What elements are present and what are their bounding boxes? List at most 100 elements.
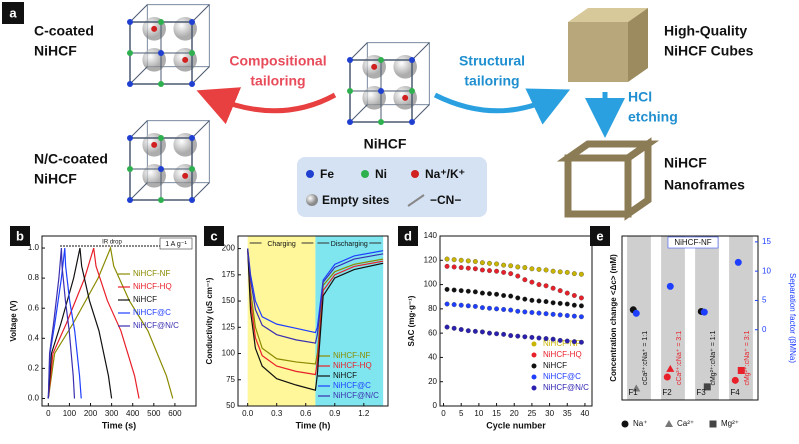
legend-text: NiHCF-NF xyxy=(133,269,170,278)
point xyxy=(578,303,584,309)
point xyxy=(571,313,577,319)
lattice-edge xyxy=(129,182,148,201)
y-axis-label: Concentration change <Δc> (mM) xyxy=(609,254,618,382)
legend-swatch xyxy=(531,363,537,369)
legend-text: NiHCF xyxy=(333,371,357,380)
ratio-label: cMg²⁺:cNa⁺ = 1:1 xyxy=(710,330,717,385)
atom xyxy=(409,88,415,94)
label: tailoring xyxy=(250,73,305,89)
legend-text: Ca²⁺ xyxy=(677,419,694,428)
panel-label: a xyxy=(9,5,17,20)
point xyxy=(501,331,507,337)
label: Nanoframes xyxy=(664,177,745,193)
annotation-box xyxy=(159,237,193,250)
point xyxy=(522,265,528,271)
y-tick-label: 0.6 xyxy=(28,303,40,312)
cube xyxy=(628,8,648,82)
series-line xyxy=(247,248,384,344)
atom xyxy=(189,81,195,87)
point xyxy=(494,291,500,297)
panel-label: d xyxy=(404,228,412,243)
region-label: Discharging xyxy=(331,241,368,248)
ion xyxy=(182,56,189,63)
lattice-edge xyxy=(191,66,210,85)
point xyxy=(444,263,450,269)
category-band xyxy=(627,236,651,400)
legend-swatch xyxy=(531,385,537,391)
point xyxy=(529,266,535,272)
nanoframe xyxy=(556,137,660,221)
lattice-edge xyxy=(349,104,368,123)
legend-text: Na⁺ xyxy=(633,419,647,428)
point xyxy=(472,266,478,272)
y-tick-label: 150 xyxy=(222,296,236,305)
point xyxy=(479,267,485,273)
point xyxy=(472,303,478,309)
point xyxy=(515,273,521,279)
x-tick-label: 600 xyxy=(168,409,182,418)
legend-text: NiHCF-HQ xyxy=(543,350,582,359)
label: N/C-coated xyxy=(34,151,108,167)
series-line xyxy=(47,247,82,399)
legend-text: NiHCF@N/C xyxy=(333,391,379,400)
label: NiHCF xyxy=(34,43,77,59)
point xyxy=(479,290,485,296)
y-tick-label: 1.0 xyxy=(28,243,40,252)
x-tick-label: 10 xyxy=(474,409,483,418)
y-tick-label: 0.0 xyxy=(28,394,40,403)
atom xyxy=(158,135,164,141)
point xyxy=(458,288,464,294)
point xyxy=(465,288,471,294)
annotation-box xyxy=(667,236,719,249)
y-tick-label: 175 xyxy=(222,270,236,279)
point xyxy=(550,300,556,306)
point xyxy=(557,312,563,318)
cube xyxy=(568,22,628,82)
point xyxy=(501,269,507,275)
legend-text: NiHCF@N/C xyxy=(543,383,589,392)
point xyxy=(494,331,500,337)
x-tick-label: 200 xyxy=(84,409,98,418)
legend-text: NiHCF@N/C xyxy=(133,321,179,330)
label: tailoring xyxy=(464,73,519,89)
series-line xyxy=(247,248,384,334)
point xyxy=(515,308,521,314)
point xyxy=(522,309,528,315)
atom xyxy=(378,57,384,63)
point xyxy=(578,295,584,301)
label: NiHCF Cubes xyxy=(664,43,754,59)
legend-text: Mg²⁺ xyxy=(721,419,739,428)
point xyxy=(703,383,711,391)
x-tick-label: 30 xyxy=(545,409,554,418)
point xyxy=(557,288,563,294)
lattice-edge xyxy=(411,104,430,123)
legend-swatch xyxy=(665,420,673,427)
legend-dot xyxy=(411,170,419,178)
point xyxy=(632,309,640,317)
y2-axis-label: Separation factor (βMNa) xyxy=(788,273,797,363)
series-line xyxy=(247,248,384,376)
atom xyxy=(127,197,133,203)
y-axis-label: SAC (mg·g⁻¹) xyxy=(407,295,416,346)
label: High-Quality xyxy=(664,23,747,39)
label: NiHCF xyxy=(364,136,407,152)
point xyxy=(508,333,514,339)
category-band xyxy=(695,236,719,400)
legend-text: Fe xyxy=(320,167,334,181)
y-tick-label: 140 xyxy=(424,231,438,240)
legend-box xyxy=(297,157,487,217)
series-line xyxy=(47,245,174,399)
point xyxy=(564,338,570,344)
label: Structural xyxy=(459,53,525,69)
lattice-edge xyxy=(349,42,368,61)
x-axis-label: Time (h) xyxy=(296,420,331,430)
legend-dot xyxy=(306,170,314,178)
y-tick-label: 125 xyxy=(222,322,236,331)
atom xyxy=(127,135,133,141)
legend-text: Empty sites xyxy=(322,193,390,207)
x-tick-label: 0 xyxy=(441,409,446,418)
x-tick-label: 0.6 xyxy=(300,409,312,418)
point xyxy=(536,335,542,341)
y-tick-label: 100 xyxy=(222,349,236,358)
point xyxy=(465,303,471,309)
